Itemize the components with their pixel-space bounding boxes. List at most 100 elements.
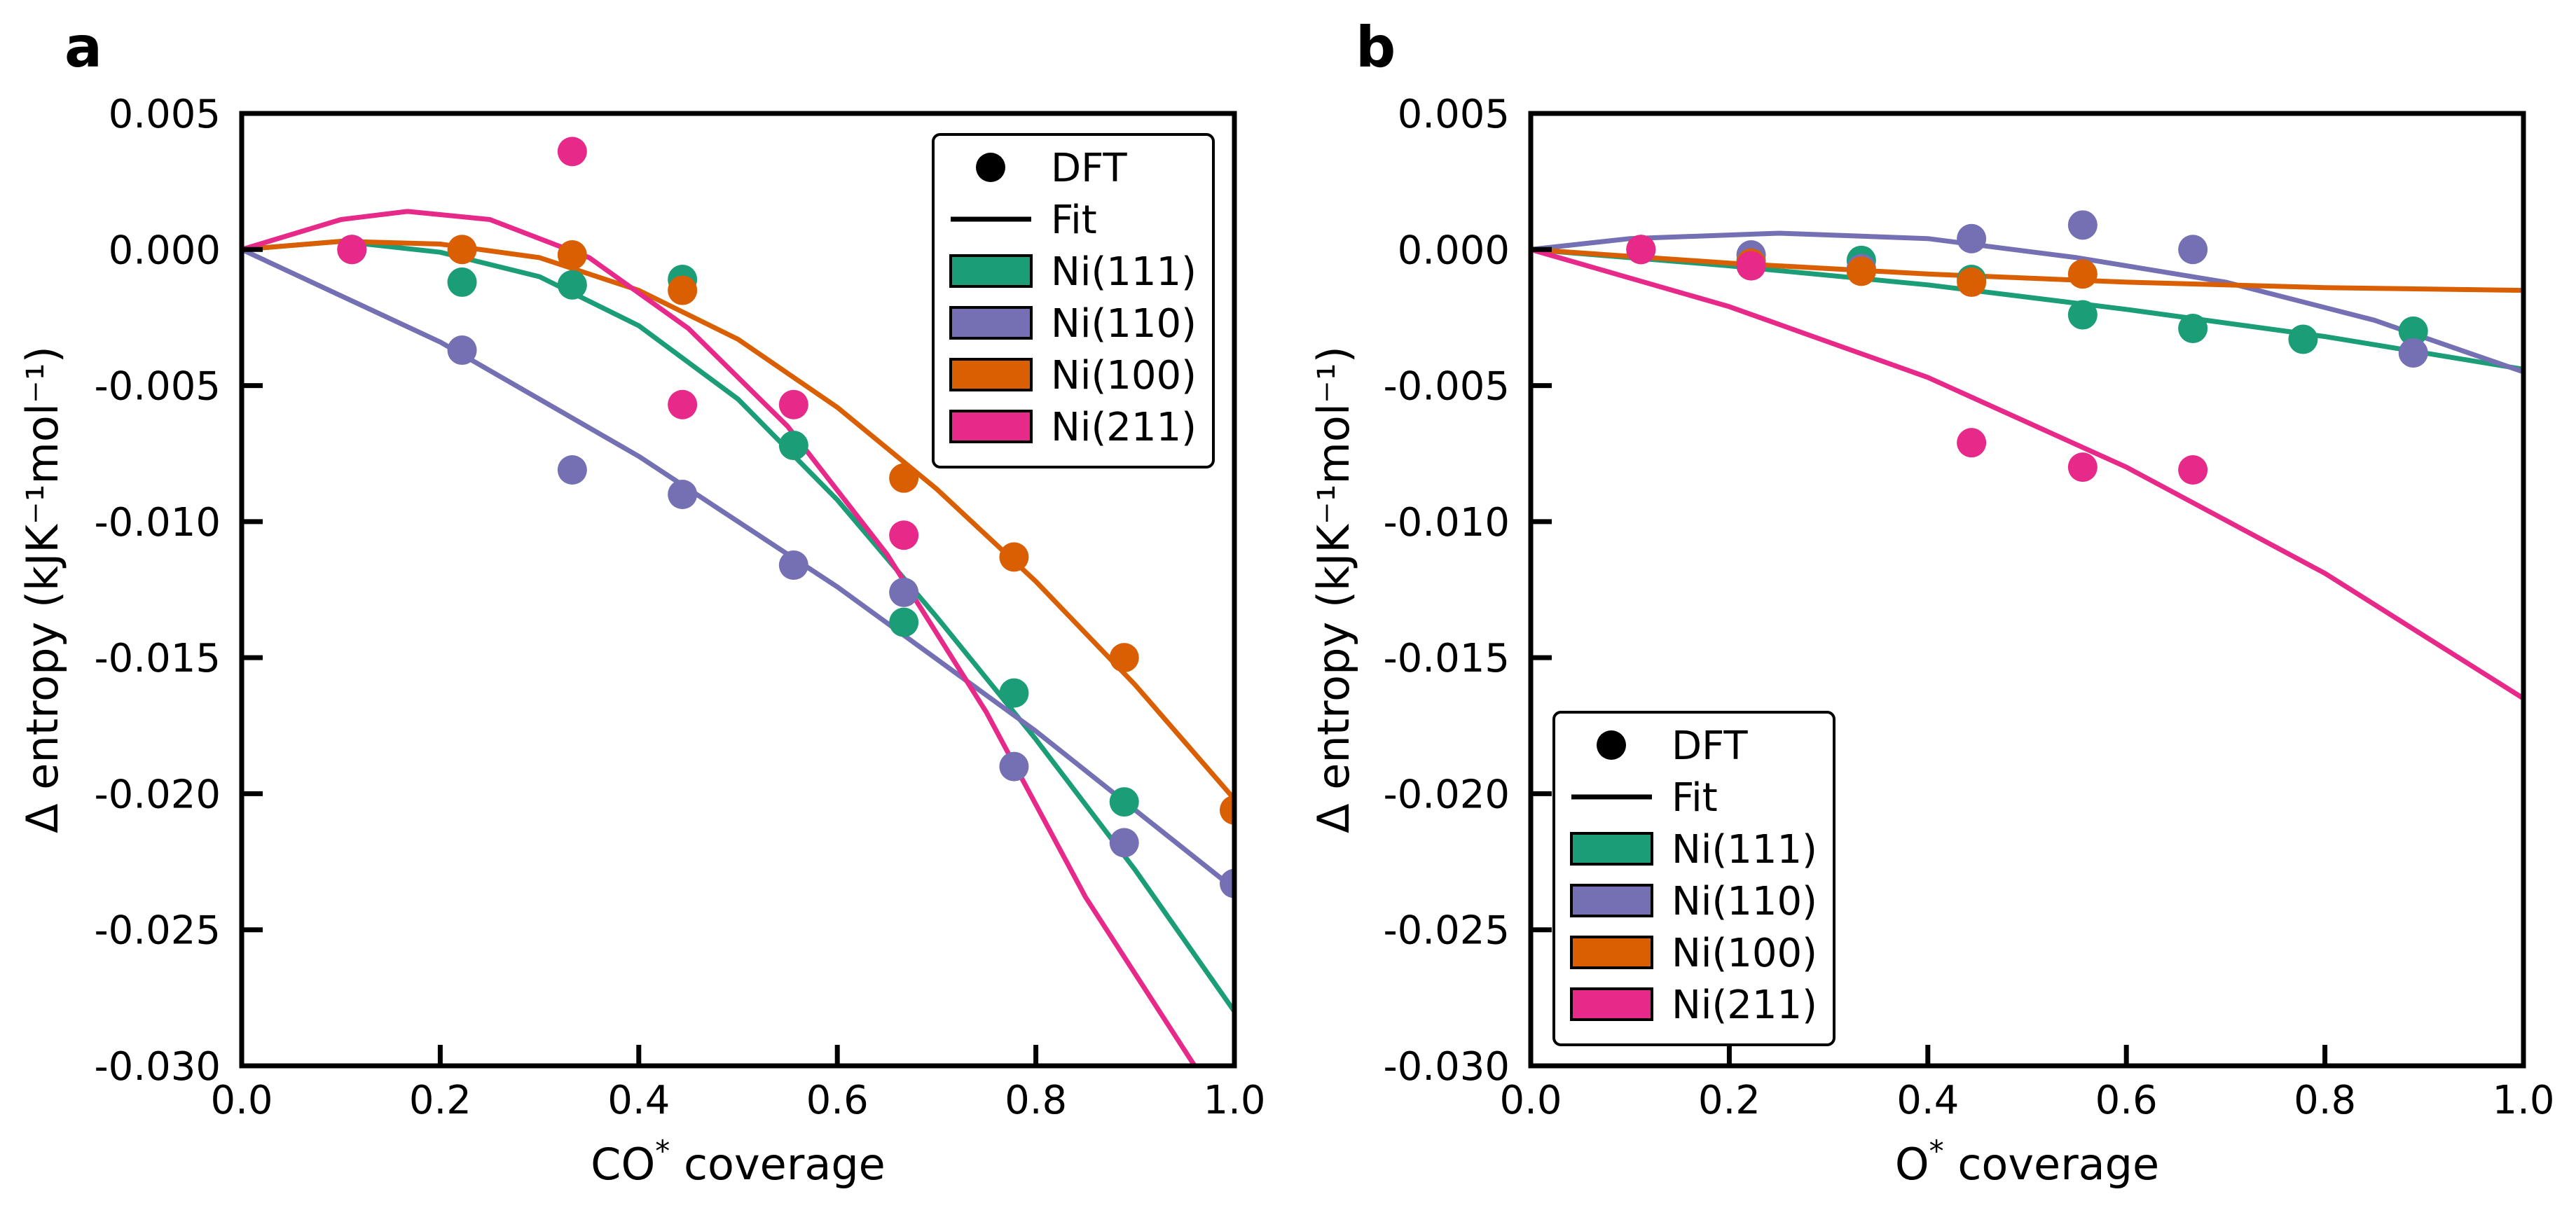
legend-patch-ni211 xyxy=(1570,987,1653,1021)
dft-point-ni100 xyxy=(668,275,698,305)
legend-label-ni111: Ni(111) xyxy=(1672,827,1817,873)
dft-point-ni100 xyxy=(889,463,919,493)
dft-point-ni100 xyxy=(2067,259,2098,289)
y-tick-label: -0.010 xyxy=(1383,500,1510,546)
legend-label-ni110: Ni(110) xyxy=(1672,879,1817,924)
x-tick-label: 0.0 xyxy=(1499,1078,1562,1123)
x-tick-label: 0.2 xyxy=(409,1078,471,1123)
dft-point-ni110 xyxy=(2067,210,2098,240)
legend-dft-label: DFT xyxy=(1051,146,1127,191)
legend-patch-ni110 xyxy=(1570,884,1653,917)
dft-point-ni111 xyxy=(447,267,477,297)
x-axis-title: CO* coverage xyxy=(591,1134,886,1190)
dft-point-ni110 xyxy=(778,550,808,581)
dft-point-ni110 xyxy=(1957,223,1987,254)
legend-fit-label: Fit xyxy=(1051,197,1097,243)
x-tick-label: 0.6 xyxy=(806,1078,869,1123)
fit-line-ni100 xyxy=(242,239,1234,801)
legend-patch-ni110 xyxy=(949,306,1033,340)
x-axis-title-main: CO xyxy=(591,1139,655,1190)
fit-line-ni111 xyxy=(1531,247,2523,372)
dft-point-ni110 xyxy=(999,751,1029,782)
legend-label-ni100: Ni(100) xyxy=(1672,931,1817,976)
y-tick-label: -0.020 xyxy=(1383,772,1510,817)
y-axis-title: Δ entropy (kJK⁻¹mol⁻¹) xyxy=(17,346,68,833)
x-axis-title: O* coverage xyxy=(1895,1134,2159,1190)
axes-frame xyxy=(1528,111,2526,1069)
legend-label-ni211: Ni(211) xyxy=(1672,983,1817,1028)
dft-point-ni211 xyxy=(337,235,367,265)
dft-point-ni111 xyxy=(557,270,587,300)
dft-point-ni100 xyxy=(999,542,1029,572)
legend-dft-marker xyxy=(1597,730,1626,760)
y-tick-label: -0.030 xyxy=(1383,1044,1510,1090)
dft-point-ni110 xyxy=(668,480,698,509)
y-tick-label: -0.025 xyxy=(94,908,221,954)
dft-point-ni110 xyxy=(2178,235,2208,265)
x-tick-label: 0.2 xyxy=(1698,1078,1761,1123)
dft-point-ni100 xyxy=(1957,267,1987,297)
dft-point-ni110 xyxy=(889,577,919,607)
x-tick-label: 1.0 xyxy=(1203,1078,1265,1123)
panel-a: a 0.0 0.2 0.4 0.6 0.8 1.0 0.005 0.000 -0.005 -0.01… xyxy=(17,15,1266,1190)
dft-point-ni110 xyxy=(1220,868,1234,898)
dft-point-ni111 xyxy=(999,678,1029,708)
x-tick-label: 0.4 xyxy=(607,1078,670,1123)
legend-label-ni111: Ni(111) xyxy=(1051,249,1197,295)
dft-point-ni100 xyxy=(1846,256,1876,286)
panel-b: b 0.0 0.2 0.4 0.6 0.8 1.0 0.005 0.000 -0.005 -0.01… xyxy=(1308,15,2555,1190)
legend-label-ni100: Ni(100) xyxy=(1051,353,1197,398)
fit-line-ni211 xyxy=(1531,247,2523,701)
dft-point-ni211 xyxy=(1736,251,1766,281)
y-tick-label: 0.000 xyxy=(109,228,221,273)
fit-line-ni110 xyxy=(242,247,1234,891)
x-axis-title-main: O xyxy=(1895,1139,1929,1190)
axes-frame xyxy=(239,111,1237,1069)
y-tick-label: 0.000 xyxy=(1398,228,1510,273)
dft-point-ni111 xyxy=(889,607,919,637)
y-tick-label: 0.005 xyxy=(109,92,221,137)
legend-dft-label: DFT xyxy=(1672,723,1748,769)
dft-point-ni111 xyxy=(2178,313,2208,343)
dft-point-ni100 xyxy=(557,240,587,270)
legend-label-ni211: Ni(211) xyxy=(1051,405,1197,450)
y-tick-label: -0.030 xyxy=(94,1044,221,1090)
dft-point-ni110 xyxy=(447,335,477,366)
y-tick-label: -0.020 xyxy=(94,772,221,817)
fit-line-ni110 xyxy=(1531,230,2523,375)
x-axis-title-sup: * xyxy=(655,1134,670,1168)
y-tick-label: -0.005 xyxy=(1383,364,1510,410)
dft-point-ni100 xyxy=(447,235,477,265)
dft-point-ni211 xyxy=(2067,452,2098,482)
y-tick-label: -0.015 xyxy=(94,636,221,681)
y-tick-label: -0.010 xyxy=(94,500,221,546)
dft-point-ni111 xyxy=(2067,300,2098,330)
legend-patch-ni111 xyxy=(1570,832,1653,866)
legend-patch-ni100 xyxy=(1570,936,1653,969)
dft-point-ni111 xyxy=(778,431,808,461)
x-tick-label: 0.4 xyxy=(1896,1078,1959,1123)
dft-point-ni100 xyxy=(1109,643,1139,673)
dft-point-ni211 xyxy=(1957,428,1987,458)
dft-point-ni100 xyxy=(1220,795,1234,825)
legend-patch-ni211 xyxy=(949,410,1033,443)
dft-point-ni211 xyxy=(1626,235,1656,265)
dft-point-ni211 xyxy=(778,389,808,419)
legend-label-ni110: Ni(110) xyxy=(1051,301,1197,347)
dft-point-ni111 xyxy=(2398,316,2428,346)
legend-fit-label: Fit xyxy=(1672,775,1718,821)
plot-area xyxy=(1531,210,2523,701)
dft-point-ni211 xyxy=(668,389,698,419)
dft-point-ni211 xyxy=(557,137,587,167)
fit-line-ni111 xyxy=(242,239,1234,1013)
legend-patch-ni100 xyxy=(949,358,1033,391)
panel-label: a xyxy=(64,15,102,80)
y-tick-label: 0.005 xyxy=(1398,92,1510,137)
x-tick-label: 0.8 xyxy=(2294,1078,2356,1123)
dft-point-ni211 xyxy=(2178,455,2208,485)
y-tick-label: -0.015 xyxy=(1383,636,1510,681)
x-axis-title-suffix: coverage xyxy=(670,1139,886,1190)
dft-point-ni211 xyxy=(889,520,919,550)
legend-dft-marker xyxy=(976,153,1005,182)
